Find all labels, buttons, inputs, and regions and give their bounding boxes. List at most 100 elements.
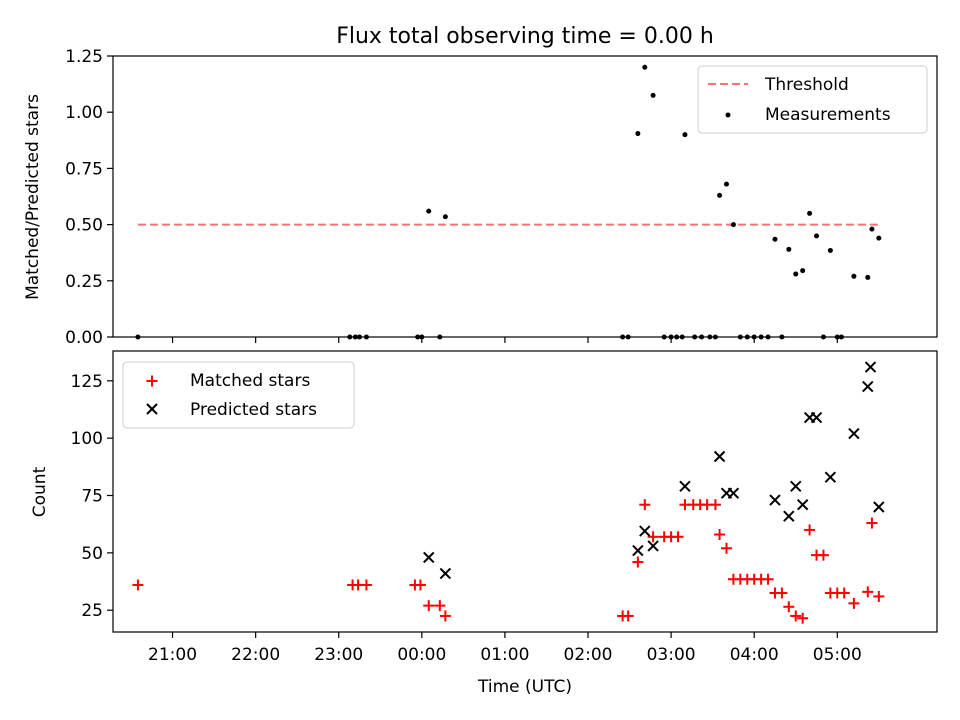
measurement-point [869, 226, 875, 232]
count-panel-x-ticks: 21:00 22:00 23:00 00:00 01:00 02:00 03:00 04:00… [148, 632, 862, 665]
predicted-star-point [824, 471, 837, 483]
count-y-tick-label: 50 [81, 544, 103, 564]
matched-star-point [360, 579, 372, 591]
ratio-y-tick-label: 0.50 [65, 216, 103, 236]
matched-star-point [804, 524, 816, 536]
matched-legend-label: Matched stars [190, 371, 310, 391]
measurement-point [786, 246, 792, 252]
matched-star-point [714, 529, 726, 541]
measurement-point [682, 132, 688, 138]
matched-legend-swatch [146, 375, 158, 387]
measurements-legend-label: Measurements [765, 105, 891, 125]
matched-star-point [797, 612, 809, 624]
count-x-tick-label: 22:00 [231, 645, 280, 665]
predicted-star-point [727, 487, 740, 499]
predicted-legend-label: Predicted stars [190, 400, 317, 420]
ratio-y-tick-label: 0.25 [65, 272, 103, 292]
predicted-star-point [769, 494, 781, 506]
predicted-star-point [647, 540, 659, 552]
matched-star-point [720, 542, 732, 554]
predicted-star-stroke [713, 450, 726, 463]
measurements-legend-swatch [725, 112, 731, 118]
predicted-star-point [783, 510, 795, 522]
matched-star-point [866, 517, 878, 529]
predicted-star-stroke [647, 540, 659, 552]
predicted-star-point [862, 380, 874, 393]
matched-star-point [132, 579, 144, 591]
predicted-star-point [423, 551, 435, 564]
predicted-star-stroke [439, 567, 452, 580]
matched-star-point [622, 610, 634, 622]
predicted-star-point [713, 450, 726, 463]
predicted-star-stroke [862, 380, 874, 393]
matched-star-point [414, 579, 426, 591]
matched-star-point [639, 499, 651, 511]
ratio-panel: Flux total observing time = 0.00 h 0.00 0… [23, 24, 938, 348]
ratio-y-tick-label: 0.75 [65, 159, 103, 179]
ratio-y-tick-label: 1.00 [65, 103, 103, 123]
measurement-point [807, 210, 813, 216]
predicted-star-stroke [873, 501, 885, 513]
predicted-star-point [439, 567, 452, 580]
measurement-point [827, 247, 833, 253]
count-y-tick-label: 75 [81, 487, 103, 507]
measurement-point [723, 181, 729, 187]
ratio-y-tick-label: 1.25 [65, 47, 103, 67]
matched-star-point [848, 597, 860, 609]
predicted-star-point [848, 427, 860, 440]
predicted-star-point [864, 361, 877, 373]
threshold-legend-label: Threshold [764, 75, 849, 95]
count-panel-y-ticks: 25 50 75 100 125 [71, 372, 113, 621]
x-axis-label: Time (UTC) [477, 677, 572, 697]
count-panel: 25 50 75 100 125 21:00 22:00 23:00 00:00 01:00 02… [30, 350, 938, 697]
measurement-point [876, 235, 882, 241]
count-x-tick-label: 04:00 [730, 645, 779, 665]
count-panel-marks [132, 361, 885, 624]
measurement-point [814, 233, 820, 239]
predicted-star-point [873, 501, 885, 513]
predicted-star-stroke [727, 487, 740, 499]
matched-star-point [776, 587, 788, 599]
matched-star-point [439, 610, 451, 622]
predicted-star-stroke [632, 544, 644, 557]
count-panel-y-axis-label: Count [30, 466, 50, 517]
measurement-point [730, 222, 736, 228]
measurement-point [442, 214, 448, 220]
matched-star-point [709, 499, 721, 511]
matched-star-point [790, 610, 802, 622]
ratio-panel-frame [112, 55, 938, 338]
ratio-panel-title: Flux total observing time = 0.00 h [336, 24, 714, 49]
predicted-star-point [810, 411, 823, 424]
predicted-star-stroke [783, 510, 795, 522]
matched-star-point [632, 556, 644, 568]
ratio-panel-marks [135, 64, 882, 340]
measurement-point [635, 131, 641, 137]
predicted-legend-swatch [146, 403, 158, 415]
predicted-star-stroke [639, 525, 651, 537]
matched-star-point [647, 531, 659, 543]
measurement-point [772, 236, 778, 242]
matched-star-point [672, 531, 684, 543]
measurement-point [793, 271, 799, 277]
ratio-panel-x-ticks [171, 337, 838, 343]
count-panel-frame [112, 350, 938, 633]
measurement-point [800, 268, 806, 274]
predicted-star-stroke [848, 427, 860, 440]
ratio-panel-legend: Threshold Measurements [697, 65, 928, 134]
measurement-point [717, 192, 723, 198]
predicted-star-stroke [423, 551, 435, 564]
count-x-tick-label: 21:00 [148, 645, 197, 665]
matched-star-point [873, 590, 885, 602]
matched-star-point [817, 549, 829, 561]
measurement-point [650, 92, 656, 98]
predicted-star-point [632, 544, 644, 557]
predicted-star-stroke [864, 361, 877, 373]
count-x-tick-label: 01:00 [480, 645, 529, 665]
matched-star-point [783, 601, 795, 613]
predicted-star-point [796, 498, 809, 511]
predicted-star-point [679, 480, 691, 493]
count-x-tick-label: 03:00 [647, 645, 696, 665]
measurement-point [426, 208, 432, 214]
ratio-y-tick-label: 0.00 [65, 328, 103, 348]
